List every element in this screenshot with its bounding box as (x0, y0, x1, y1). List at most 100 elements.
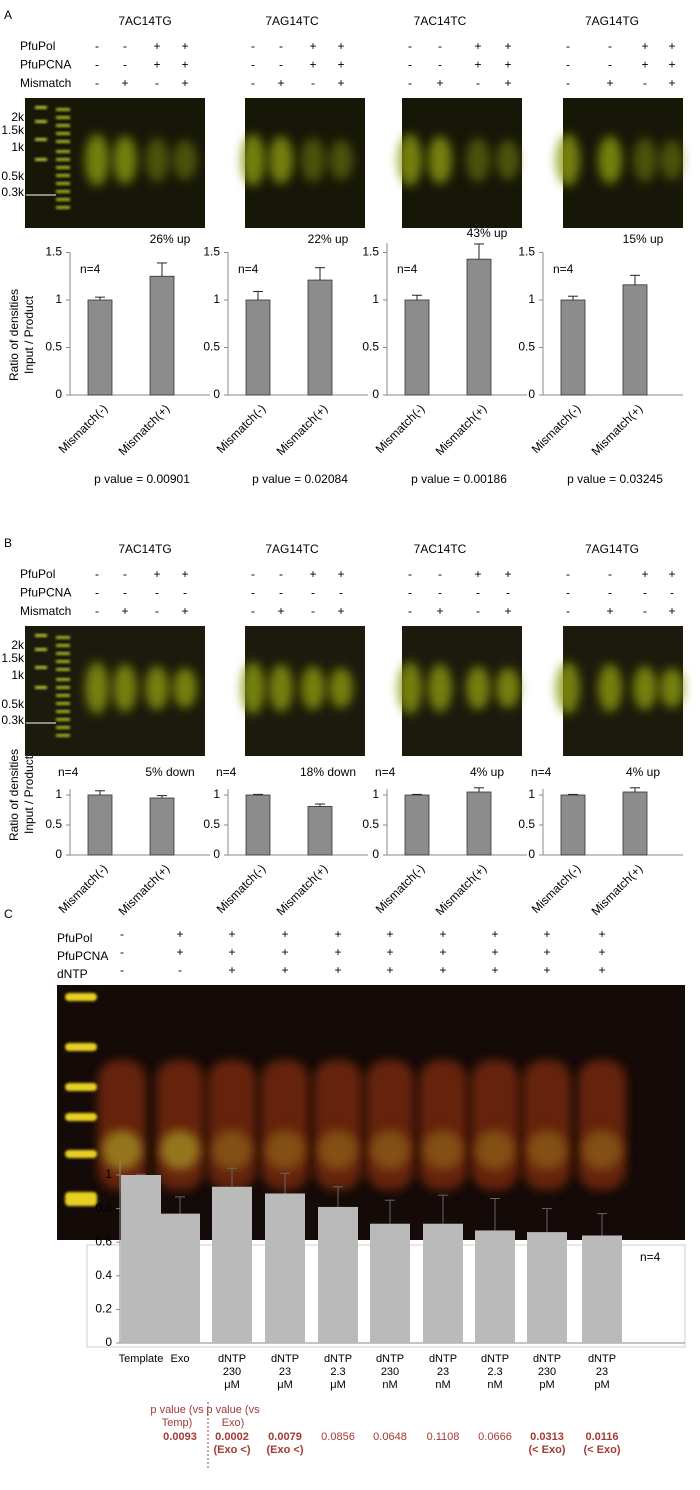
y-tick-label: 1 (55, 787, 62, 801)
ladder-label: 1.5k (1, 123, 25, 137)
x-tick-label: dNTP 230 μM (217, 1353, 247, 1391)
lane-sign: + (281, 963, 288, 977)
ladder-label: 2k (11, 110, 25, 124)
row-label: PfuPCNA (20, 586, 71, 600)
gel-band (113, 664, 137, 712)
lane-sign: + (668, 567, 675, 581)
gel-band (598, 664, 622, 712)
lane-sign: + (504, 39, 511, 53)
lane-sign: - (670, 586, 674, 600)
lane-sign: - (408, 567, 412, 581)
bar (475, 1230, 515, 1343)
y-tick-label: 0 (213, 387, 220, 401)
bar (245, 299, 271, 396)
p-value: 0.0666 (478, 1431, 512, 1443)
error-bar (568, 295, 578, 300)
x-tick-label: Mismatch(+) (589, 401, 646, 458)
lane-sign: - (120, 927, 124, 941)
lane-sign: - (566, 58, 570, 72)
gel-band (419, 1060, 467, 1190)
x-tick-label: Mismatch(+) (433, 401, 490, 458)
gel-band (466, 138, 490, 182)
ladder-band (56, 668, 70, 671)
x-tick-label: Mismatch(+) (433, 861, 490, 918)
ladder-band (56, 124, 70, 127)
lane-sign: + (334, 963, 341, 977)
gel-band (578, 1060, 626, 1190)
y-tick-label: 1.5 (45, 245, 62, 259)
p-value-note: (< Exo) (583, 1444, 621, 1456)
ladder-band (35, 120, 47, 123)
y-tick-label: 1 (528, 787, 535, 801)
lane-sign: - (123, 39, 127, 53)
bar (466, 258, 492, 396)
ladder-band (56, 694, 70, 697)
y-axis-subtitle: Input / Product (22, 755, 36, 834)
row-label: PfuPol (20, 567, 55, 581)
lane-sign: - (183, 586, 187, 600)
ladder-band (56, 140, 70, 143)
ladder-band (56, 660, 70, 663)
lane-sign: - (438, 39, 442, 53)
x-tick-label: Mismatch(-) (56, 401, 111, 456)
panel-label: A (4, 8, 12, 22)
gel-band (466, 666, 490, 710)
lane-sign: + (228, 927, 235, 941)
error-bar (95, 296, 105, 300)
lane-sign: - (408, 604, 412, 618)
gel-band (318, 1130, 358, 1170)
gel-band (370, 1130, 410, 1170)
bar (307, 806, 333, 856)
lane-sign: - (279, 586, 283, 600)
y-tick-label: 0.5 (362, 817, 379, 831)
gel-band (301, 138, 325, 182)
y-tick-label: 1 (372, 787, 379, 801)
lane-sign: + (228, 945, 235, 959)
gel-band (241, 662, 265, 714)
ladder-band (65, 1192, 97, 1206)
lane-sign: - (608, 567, 612, 581)
lane-sign: + (436, 604, 443, 618)
x-tick-label: Mismatch(+) (589, 861, 646, 918)
gel-band (660, 668, 684, 708)
lane-sign: + (474, 567, 481, 581)
x-tick-label: dNTP 2.3 μM (323, 1353, 353, 1391)
change-label: 4% up (626, 765, 660, 779)
lane-sign: - (408, 39, 412, 53)
y-tick-label: 0.5 (518, 817, 535, 831)
n-label: n=4 (531, 765, 552, 779)
n-label: n=4 (397, 262, 418, 276)
error-bar (385, 1199, 395, 1224)
error-bar (490, 1198, 500, 1231)
lane-sign: + (153, 39, 160, 53)
lane-sign: - (566, 604, 570, 618)
lane-sign: + (504, 76, 511, 90)
y-tick-label: 1 (213, 292, 220, 306)
gel-band (428, 136, 452, 184)
ladder-band (56, 686, 70, 689)
error-bar (630, 274, 640, 285)
x-tick-label: Mismatch(+) (116, 861, 173, 918)
ladder-label: 0.3k (1, 713, 25, 727)
lane-sign: - (95, 604, 99, 618)
lane-sign: + (121, 76, 128, 90)
change-label: 15% up (623, 232, 664, 246)
bar (423, 1223, 463, 1343)
lane-sign: - (95, 39, 99, 53)
gel-band (269, 136, 293, 184)
error-bar (136, 1173, 146, 1175)
ladder-band (56, 158, 70, 161)
error-bar (630, 787, 640, 792)
error-bar (333, 1186, 343, 1207)
p-value: 0.0093 (163, 1431, 197, 1443)
bar (87, 794, 113, 856)
ladder-label: 1k (11, 140, 25, 154)
row-label: PfuPCNA (57, 949, 108, 963)
lane-sign: - (123, 586, 127, 600)
y-tick-label: 0.5 (45, 340, 62, 354)
y-tick-label: 0.2 (95, 1302, 112, 1316)
bar (149, 797, 175, 856)
row-label: Mismatch (20, 76, 71, 90)
bar (149, 275, 175, 396)
